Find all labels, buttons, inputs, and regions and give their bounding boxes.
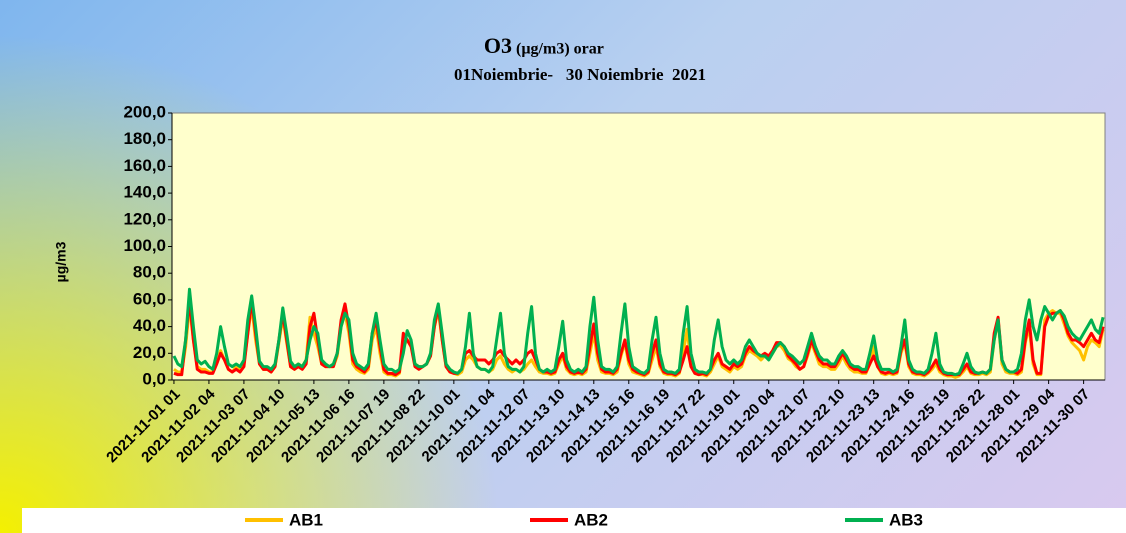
legend-label: AB2 — [574, 510, 608, 529]
series-line — [172, 287, 1105, 377]
y-tick-label: 80,0 — [133, 263, 166, 282]
chart-title: O3 — [484, 33, 512, 58]
y-tick-label: 0,0 — [142, 369, 166, 388]
y-tick-label: 60,0 — [133, 289, 166, 308]
y-axis-label: µg/m3 — [53, 241, 69, 282]
y-tick-label: 40,0 — [133, 316, 166, 335]
y-tick-label: 200,0 — [123, 102, 166, 121]
y-tick-label: 20,0 — [133, 343, 166, 362]
y-tick-label: 180,0 — [123, 129, 166, 148]
y-tick-label: 160,0 — [123, 156, 166, 175]
chart-subtitle: 01Noiembrie- 30 Noiembrie 2021 — [454, 65, 706, 84]
chart-title-suffix: (µg/m3) orar — [516, 41, 604, 58]
legend-label: AB1 — [289, 510, 323, 529]
y-tick-label: 100,0 — [123, 236, 166, 255]
plot-area — [171, 112, 1106, 381]
legend-label: AB3 — [889, 510, 923, 529]
y-tick-label: 140,0 — [123, 183, 166, 202]
legend-box — [22, 508, 1126, 533]
y-tick-label: 120,0 — [123, 209, 166, 228]
